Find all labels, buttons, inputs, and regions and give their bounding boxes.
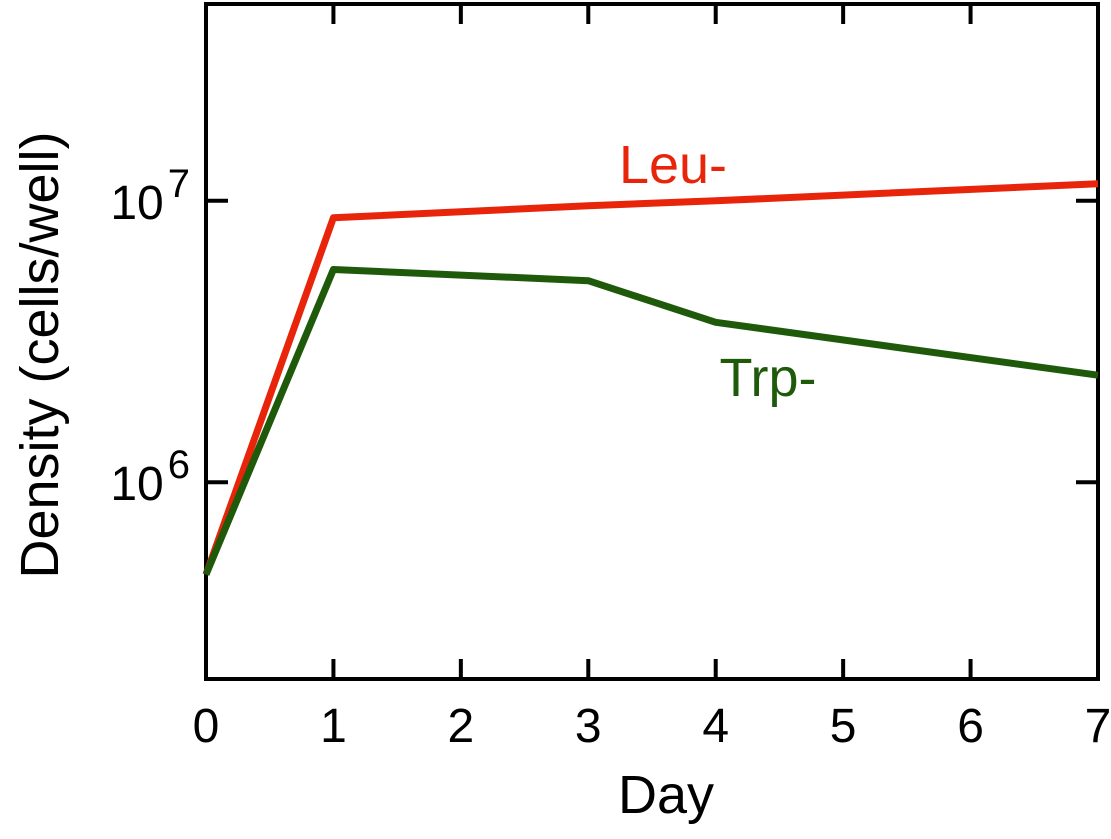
y-axis-title: Density (cells/well) xyxy=(10,131,70,578)
y-tick-label: 10 7 xyxy=(110,162,190,230)
x-tick-label: 0 xyxy=(193,700,220,753)
series-label-trp: Trp- xyxy=(720,348,817,408)
x-tick-label: 3 xyxy=(575,700,602,753)
x-tick-label: 7 xyxy=(1085,700,1111,753)
x-tick-label: 6 xyxy=(957,700,984,753)
plot-frame xyxy=(204,2,1100,681)
x-tick-label: 4 xyxy=(702,700,729,753)
series-line-trp xyxy=(202,266,1099,576)
series-lines xyxy=(202,180,1099,576)
series-line-leu xyxy=(202,180,1099,576)
x-tick-label: 2 xyxy=(448,700,475,753)
series-labels: Leu- Trp- xyxy=(619,135,817,408)
x-axis-ticks: 0 1 2 3 4 5 6 7 xyxy=(193,4,1111,753)
y-tick-label: 10 6 xyxy=(110,443,190,511)
x-tick-label: 1 xyxy=(320,700,347,753)
series-label-leu: Leu- xyxy=(619,135,727,195)
x-tick-label: 5 xyxy=(830,700,857,753)
x-axis-title: Day xyxy=(618,765,714,825)
